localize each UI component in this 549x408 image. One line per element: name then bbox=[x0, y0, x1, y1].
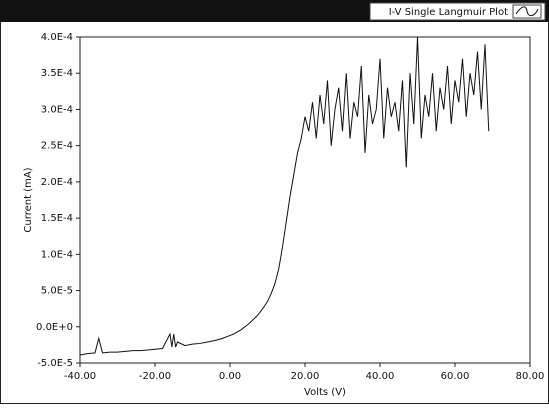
x-tick-label: 80.00 bbox=[516, 371, 545, 382]
legend-label: I-V Single Langmuir Plot bbox=[389, 7, 508, 18]
data-line bbox=[79, 36, 490, 356]
y-tick-label: 2.0E-4 bbox=[41, 177, 73, 188]
x-tick-label: 0.00 bbox=[219, 371, 241, 382]
x-axis-label: Volts (V) bbox=[304, 387, 346, 398]
x-tick-label: 20.00 bbox=[291, 371, 320, 382]
y-tick-label: 4.0E-4 bbox=[41, 32, 73, 43]
y-tick-label: 0.0E+0 bbox=[36, 322, 73, 333]
legend-box bbox=[369, 2, 546, 21]
y-tick-label: 3.5E-4 bbox=[41, 68, 73, 79]
y-tick-label: 3.0E-4 bbox=[41, 104, 73, 115]
legend-swatch bbox=[515, 6, 539, 17]
x-tick-label: -40.00 bbox=[64, 371, 96, 382]
y-tick-label: 1.5E-4 bbox=[41, 213, 73, 224]
x-tick-label: 60.00 bbox=[441, 371, 470, 382]
y-tick-label: -5.0E-5 bbox=[37, 358, 73, 369]
y-tick-label: 2.5E-4 bbox=[41, 141, 73, 152]
x-tick-label: 40.00 bbox=[366, 371, 395, 382]
x-tick-label: -20.00 bbox=[139, 371, 171, 382]
y-axis-label: Current (mA) bbox=[23, 167, 34, 232]
y-tick-label: 1.0E-4 bbox=[41, 249, 73, 260]
y-tick-label: 5.0E-5 bbox=[41, 286, 73, 297]
